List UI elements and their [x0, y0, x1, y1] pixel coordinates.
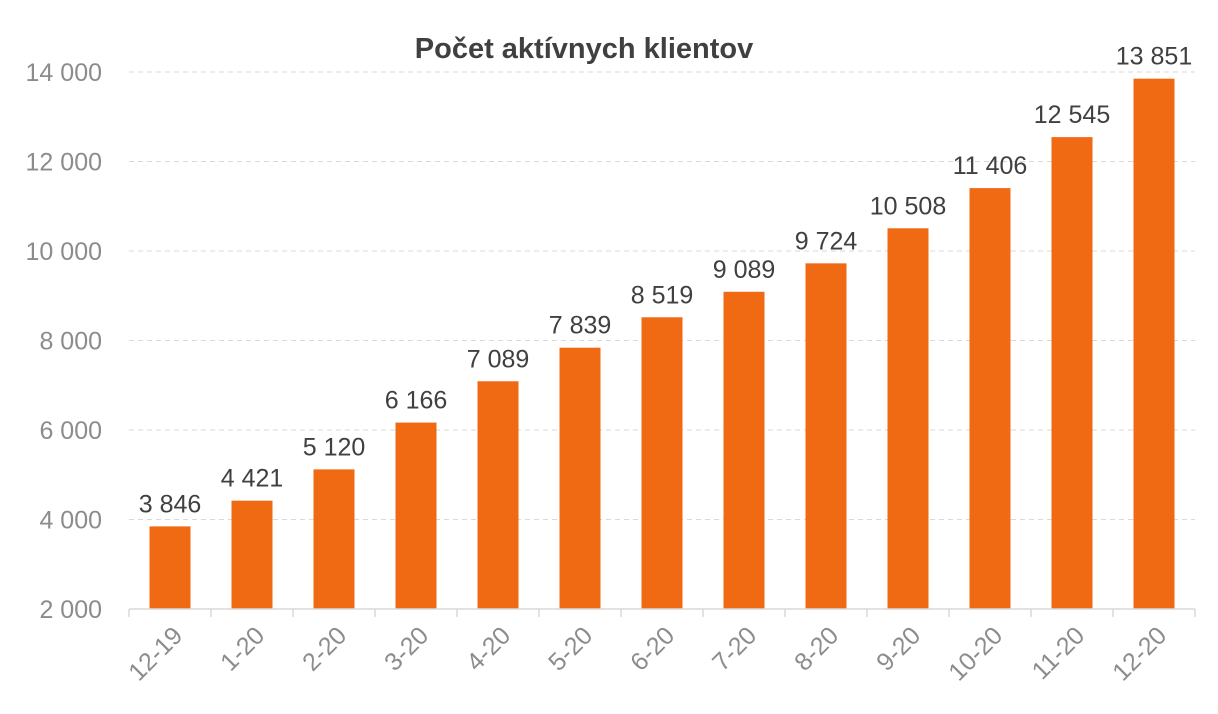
x-tick-label: 5-20: [543, 621, 598, 676]
x-tick-label: 6-20: [625, 621, 680, 676]
bar: [313, 469, 355, 609]
x-tick-label: 10-20: [943, 621, 1008, 686]
x-tick-label: 12-19: [123, 621, 188, 686]
bar: [559, 347, 601, 609]
x-tick-label: 9-20: [871, 621, 926, 676]
x-tick-label: 1-20: [215, 621, 270, 676]
data-label: 10 508: [870, 192, 946, 220]
bar: [149, 526, 191, 609]
x-tick-label: 12-20: [1107, 621, 1172, 686]
y-tick-label: 6 000: [39, 417, 102, 445]
x-axis: 12-19 1-20 2-20 3-20 4-20 5-20 6-20 7-20 8-20 9-2…: [123, 608, 1196, 686]
x-tick-label: 11-20: [1027, 621, 1091, 685]
data-label: 8 519: [631, 281, 694, 309]
y-tick-label: 12 000: [26, 149, 102, 177]
chart-title: Počet aktívnych klientov: [415, 33, 753, 65]
y-axis: 2 000 4 000 6 000 8 000 10 000 12 000 14 000: [26, 59, 102, 624]
data-label: 6 166: [385, 387, 448, 415]
bar: [969, 188, 1011, 610]
bar: [231, 500, 273, 609]
data-label: 9 724: [795, 227, 858, 255]
y-tick-label: 2 000: [39, 596, 102, 624]
bars: [149, 78, 1175, 610]
data-label: 11 406: [953, 152, 1028, 180]
y-tick-label: 14 000: [26, 59, 102, 87]
bar: [477, 381, 519, 609]
y-tick-label: 4 000: [39, 507, 102, 535]
data-label: 7 839: [549, 312, 612, 340]
bar: [887, 228, 929, 609]
bar: [723, 291, 765, 609]
bar: [805, 263, 847, 609]
data-labels: 3 846 4 421 5 120 6 166 7 089 7 839 8 519 9 089…: [139, 43, 1193, 519]
data-label: 12 545: [1034, 101, 1110, 129]
x-tick-label: 4-20: [461, 621, 516, 676]
x-tick-label: 7-20: [707, 621, 762, 676]
data-label: 4 421: [221, 465, 284, 493]
data-label: 3 846: [139, 490, 202, 518]
data-label: 13 851: [1116, 43, 1192, 71]
data-label: 5 120: [303, 433, 366, 461]
y-tick-label: 10 000: [26, 238, 102, 266]
bar: [641, 317, 683, 609]
x-tick-label: 3-20: [379, 621, 434, 676]
bar: [1051, 137, 1093, 609]
bar: [395, 422, 437, 609]
x-tick-label: 2-20: [297, 621, 352, 676]
data-label: 9 089: [713, 256, 776, 284]
data-label: 7 089: [467, 345, 530, 373]
bar: [1133, 78, 1175, 610]
x-tick-label: 8-20: [789, 621, 844, 676]
y-tick-label: 8 000: [39, 328, 102, 356]
